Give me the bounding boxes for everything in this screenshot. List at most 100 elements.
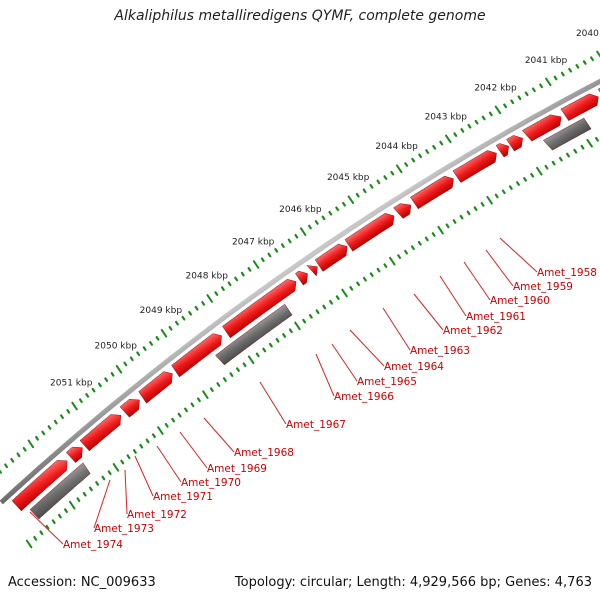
inner-scale-tick xyxy=(335,295,340,300)
inner-scale-tick xyxy=(523,177,527,182)
inner-scale-tick xyxy=(107,470,112,476)
outer-scale-tick xyxy=(160,328,168,338)
outer-scale-tick xyxy=(439,140,444,146)
outer-scale-tick xyxy=(355,192,360,198)
outer-scale-tick xyxy=(488,111,493,117)
inner-scale-tick xyxy=(275,337,280,343)
outer-scale-tick xyxy=(0,469,2,474)
inner-scale-tick xyxy=(177,412,182,418)
inner-scale-tick xyxy=(410,245,415,251)
forward-gene-block xyxy=(393,203,412,219)
outer-scale-tick xyxy=(524,91,529,97)
forward-gene-block xyxy=(521,114,562,142)
inner-scale-tick xyxy=(76,497,81,503)
inner-scale-tick xyxy=(501,189,506,195)
outer-scale-tick xyxy=(510,99,515,105)
outer-scale-tick xyxy=(206,294,213,303)
inner-scale-tick xyxy=(294,321,301,331)
inner-scale-tick xyxy=(247,355,255,365)
inner-scale-tick xyxy=(551,160,556,166)
inner-scale-tick xyxy=(33,535,38,541)
gene-label: Amet_1967 xyxy=(286,419,346,431)
kbp-scale-label: 2044 kbp xyxy=(375,142,418,152)
outer-scale-tick xyxy=(453,132,458,137)
outer-scale-tick xyxy=(494,105,502,115)
gene-label: Amet_1968 xyxy=(234,447,294,459)
inner-scale-tick xyxy=(45,524,50,530)
inner-scale-tick xyxy=(389,256,396,266)
forward-gene-block xyxy=(138,371,173,404)
outer-scale-tick xyxy=(16,452,21,458)
inner-scale-tick xyxy=(486,195,493,205)
inner-scale-tick xyxy=(431,232,436,237)
outer-scale-tick xyxy=(335,206,340,212)
gene-leader-line xyxy=(29,511,64,545)
forward-gene-block xyxy=(495,143,509,158)
inner-scale-tick xyxy=(376,267,381,273)
outer-scale-tick xyxy=(539,83,544,89)
outer-scale-tick xyxy=(240,271,245,277)
kbp-scale-label: 2041 kbp xyxy=(525,56,568,66)
inner-scale-tick xyxy=(57,513,62,519)
outer-scale-tick xyxy=(503,103,508,109)
outer-scale-tick xyxy=(188,310,192,316)
inner-scale-tick xyxy=(329,299,333,305)
outer-scale-tick xyxy=(553,75,558,81)
inner-scale-tick xyxy=(262,347,267,353)
outer-scale-tick xyxy=(115,364,123,374)
outer-scale-tick xyxy=(220,286,225,291)
inner-scale-tick xyxy=(424,236,429,242)
inner-scale-tick xyxy=(586,138,593,148)
outer-scale-tick xyxy=(194,305,199,311)
inner-scale-tick xyxy=(236,367,240,372)
inner-scale-tick xyxy=(417,240,422,246)
gene-leader-line xyxy=(203,417,235,453)
outer-scale-tick xyxy=(575,64,580,69)
outer-scale-tick xyxy=(260,257,265,263)
gene-label: Amet_1965 xyxy=(357,376,417,388)
outer-scale-tick xyxy=(376,179,381,185)
inner-scale-tick xyxy=(573,148,578,154)
outer-scale-tick xyxy=(545,77,552,87)
outer-scale-tick xyxy=(307,224,312,230)
kbp-scale-label: 2045 kbp xyxy=(327,173,370,183)
inner-scale-tick xyxy=(308,314,313,319)
outer-scale-tick xyxy=(294,233,299,239)
outer-scale-tick xyxy=(104,377,109,382)
outer-scale-tick xyxy=(328,210,333,216)
forward-gene-block xyxy=(119,399,140,418)
gene-leader-line xyxy=(179,431,208,469)
inner-scale-tick xyxy=(566,152,570,158)
inner-scale-tick xyxy=(171,417,176,423)
outer-scale-tick xyxy=(383,175,388,180)
outer-scale-tick xyxy=(590,56,594,62)
outer-scale-tick xyxy=(596,50,600,60)
inner-scale-tick xyxy=(68,500,76,510)
outer-scale-tick xyxy=(47,425,52,430)
outer-scale-tick xyxy=(299,227,307,237)
outer-scale-tick xyxy=(129,356,134,362)
outer-scale-tick xyxy=(27,439,35,449)
outer-scale-tick xyxy=(287,238,292,244)
outer-scale-tick xyxy=(227,281,232,287)
inner-scale-tick xyxy=(494,193,499,199)
outer-scale-tick xyxy=(321,215,326,221)
accession-text: Accession: NC_009633 xyxy=(8,575,156,590)
outer-scale-tick xyxy=(41,430,46,436)
outer-scale-tick xyxy=(247,267,252,272)
outer-scale-tick xyxy=(22,446,27,452)
gene-label: Amet_1963 xyxy=(410,345,470,357)
inner-scale-tick xyxy=(480,202,485,207)
inner-scale-tick xyxy=(120,459,125,465)
outer-scale-tick xyxy=(35,435,39,441)
outer-scale-tick xyxy=(252,260,260,269)
inner-scale-tick xyxy=(51,519,56,525)
gene-label: Amet_1970 xyxy=(181,477,241,489)
outer-scale-tick xyxy=(582,60,587,65)
forward-gene-block xyxy=(79,414,122,452)
inner-scale-tick xyxy=(322,304,327,310)
gene-label: Amet_1972 xyxy=(127,509,187,521)
gene-leader-line xyxy=(93,479,111,529)
outer-scale-tick xyxy=(395,164,403,174)
genome-backbone xyxy=(0,39,600,505)
